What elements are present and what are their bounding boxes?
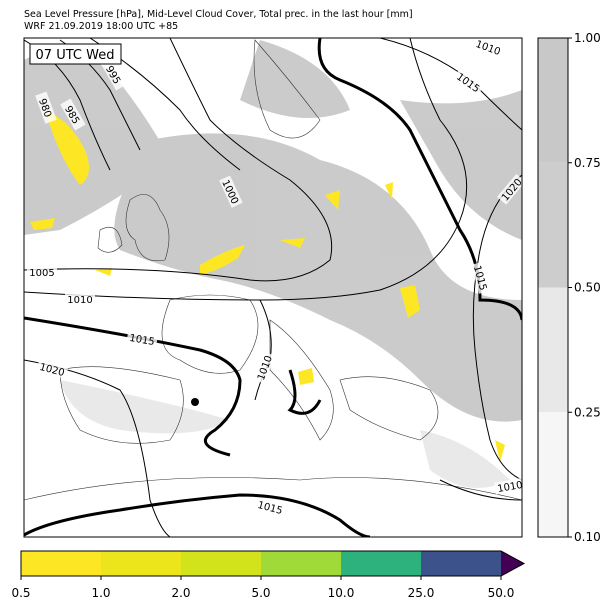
isobar-value: 1010 (67, 295, 92, 306)
tick-label: 0.50 (574, 281, 601, 295)
label-bg (65, 293, 95, 305)
label-bg (35, 91, 57, 124)
label-bg (472, 38, 505, 58)
precip-color-band (341, 551, 421, 576)
cloud-colorbar: 1.00 0.75 0.50 0.25 0.10 (537, 31, 601, 544)
isobar-value: 1005 (29, 268, 54, 279)
cloud-color-band (538, 287, 568, 413)
label-bg (60, 98, 86, 131)
tick-label: 25.0 (408, 586, 435, 600)
label-bg (253, 351, 275, 384)
label-bg (219, 175, 243, 208)
time-label: 07 UTC Wed (36, 48, 115, 63)
label-bg (27, 266, 57, 278)
isobar-label: 1010 (65, 293, 95, 306)
label-bg (494, 477, 522, 495)
label-bg (452, 68, 485, 96)
tick-label: 1.00 (574, 31, 601, 45)
label-bg (126, 330, 158, 348)
label-bg (101, 58, 127, 91)
tick-label: 0.10 (574, 530, 601, 544)
cloud-color-band (538, 38, 568, 163)
precip-color-band (21, 551, 101, 576)
precip-colorbar: 0.5 1.0 2.0 5.0 10.0 25.0 50.0 (11, 550, 526, 600)
title-line: WRF 21.09.2019 18:00 UTC +85 (24, 21, 178, 32)
tick-label: 2.0 (171, 586, 190, 600)
label-bg (471, 261, 491, 294)
isobar-label: 1005 (27, 266, 57, 279)
precip-color-band (421, 551, 501, 576)
map-frame (23, 37, 523, 538)
overflow-arrow (501, 551, 524, 576)
isobar-label: 1015 (126, 330, 158, 348)
cloud-cover (24, 40, 522, 488)
isobar-value: 1015 (128, 333, 155, 348)
tick-label: 0.5 (11, 586, 30, 600)
coastlines (24, 39, 522, 501)
tick-label: 0.75 (574, 156, 601, 170)
cloud-color-band (538, 412, 568, 537)
cloud-color-band (538, 162, 568, 288)
title-line: Sea Level Pressure [hPa], Mid-Level Clou… (24, 9, 413, 20)
precip-color-band (101, 551, 181, 576)
low-center (191, 398, 199, 406)
label-bg (496, 174, 522, 205)
colorbar-frame (20, 550, 526, 577)
isobar-label: 1010 (494, 477, 524, 495)
label-bg (36, 359, 69, 379)
label-bg (254, 497, 287, 517)
precipitation (30, 110, 505, 462)
isobar-value: 1010 (497, 480, 524, 495)
tick-label: 5.0 (251, 586, 270, 600)
tick-label: 1.0 (91, 586, 110, 600)
tick-label: 10.0 (328, 586, 355, 600)
time-box (29, 43, 122, 65)
tick-label: 0.25 (574, 405, 601, 419)
precip-color-band (261, 551, 341, 576)
tick-label: 50.0 (488, 586, 515, 600)
isobars (24, 38, 522, 537)
precip-color-band (181, 551, 261, 576)
